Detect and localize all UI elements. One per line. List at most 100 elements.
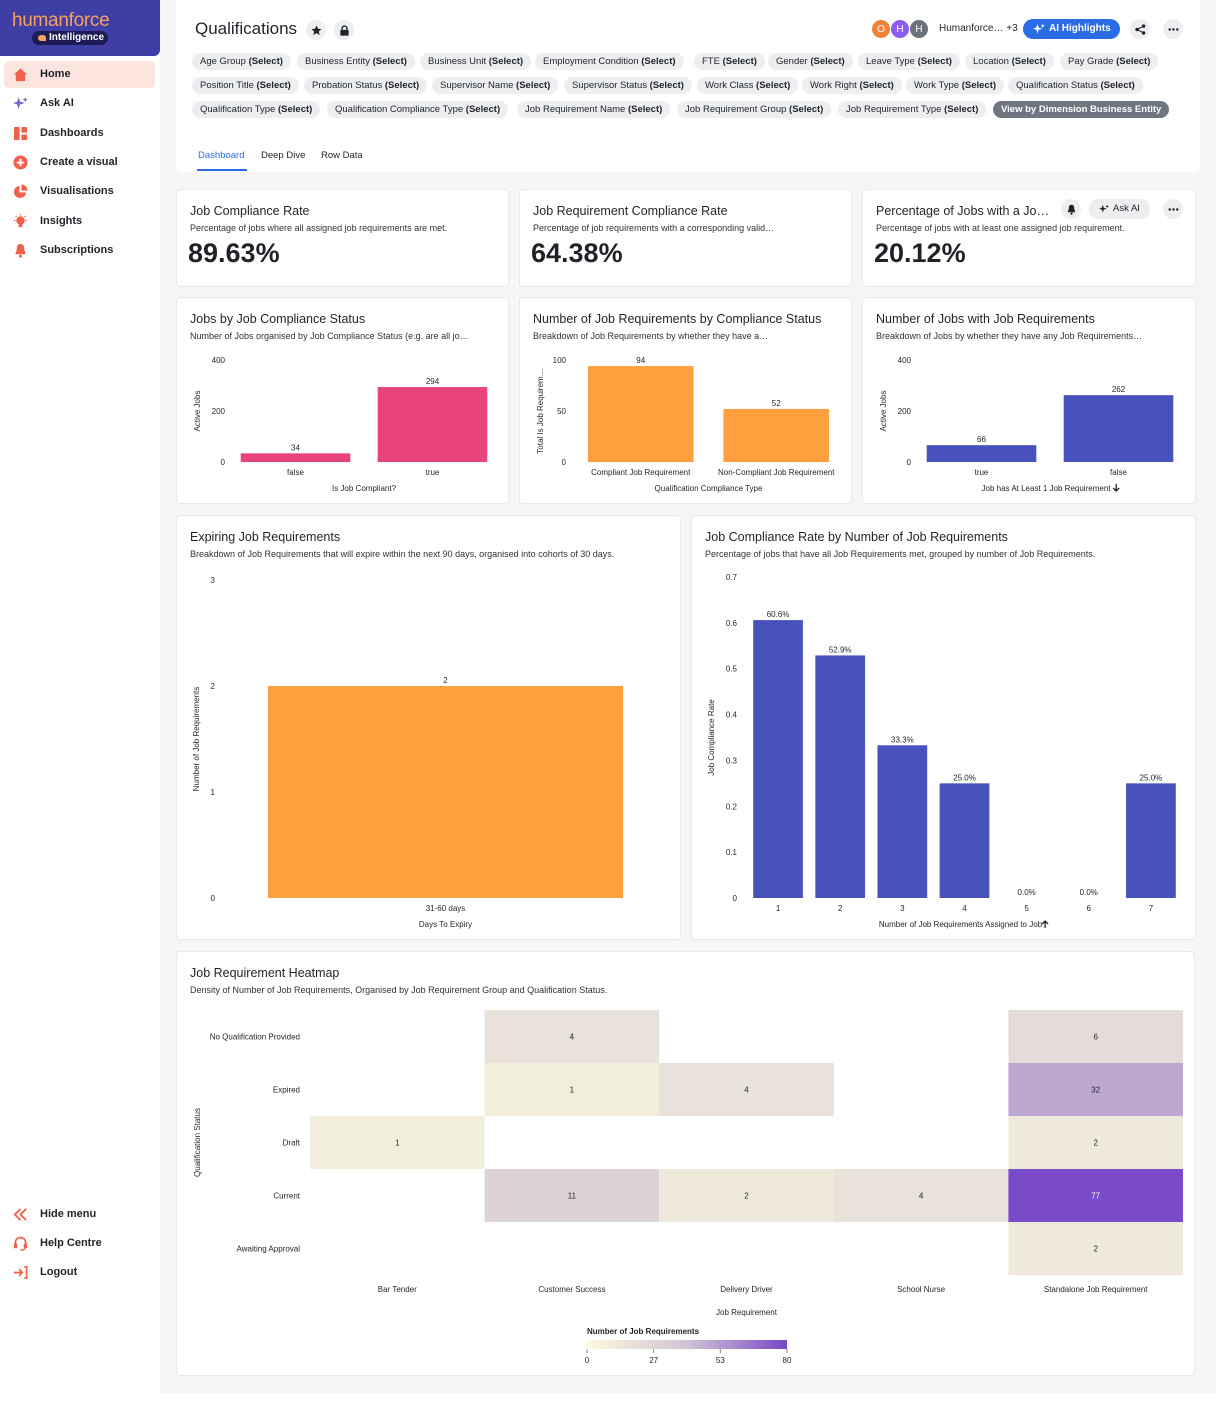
- brand-product-badge: Intelligence: [32, 31, 108, 45]
- y-tick-label: 1: [211, 788, 216, 797]
- avatar[interactable]: O: [871, 19, 891, 39]
- nav-help-centre[interactable]: Help Centre: [4, 1230, 155, 1257]
- tab-deep-dive[interactable]: Deep Dive: [261, 150, 306, 161]
- brand-name: humanforce: [12, 10, 110, 31]
- filter-chip[interactable]: Position Title (Select): [192, 77, 299, 94]
- heatmap-cell: [484, 1010, 660, 1063]
- bar: [939, 783, 990, 898]
- y-tick-label: 0.3: [726, 756, 738, 765]
- filter-chip[interactable]: Job Requirement Group (Select): [677, 101, 832, 118]
- chart-card-requirements-by-compliance[interactable]: Number of Job Requirements by Compliance…: [519, 297, 852, 504]
- bar: [1063, 395, 1174, 462]
- avatar[interactable]: H: [890, 19, 910, 39]
- filter-chip[interactable]: Pay Grade (Select): [1060, 53, 1159, 70]
- bar: [877, 745, 928, 898]
- filter-chip[interactable]: Job Requirement Type (Select): [838, 101, 987, 118]
- x-axis-label: Is Job Compliant?: [332, 484, 397, 493]
- y-tick-label: 200: [212, 407, 226, 416]
- filter-chip[interactable]: Leave Type (Select): [858, 53, 960, 70]
- legend-tick-label: 0: [585, 1356, 590, 1365]
- filter-chip[interactable]: Work Class (Select): [697, 77, 799, 94]
- kpi-subtitle: Percentage of jobs where all assigned jo…: [190, 223, 448, 233]
- sort-ascending-icon: [1041, 920, 1049, 928]
- filter-chip[interactable]: FTE (Select): [694, 53, 765, 70]
- cell-label: 4: [919, 1192, 924, 1201]
- filter-chip[interactable]: Work Type (Select): [906, 77, 1005, 94]
- chart-card-compliance-by-requirement-count[interactable]: Job Compliance Rate by Number of Job Req…: [691, 515, 1196, 940]
- data-label: 33.3%: [891, 735, 914, 744]
- chart-title: Jobs by Job Compliance Status: [190, 312, 366, 326]
- filter-chip[interactable]: Business Unit (Select): [420, 53, 532, 70]
- sort-descending-icon: [1112, 484, 1120, 492]
- ask-ai-button[interactable]: Ask AI: [1089, 199, 1150, 219]
- ai-highlights-label: AI Highlights: [1049, 23, 1111, 34]
- nav-logout[interactable]: Logout: [4, 1259, 155, 1286]
- tab-row-data[interactable]: Row Data: [321, 150, 363, 161]
- brand-logo[interactable]: humanforce Intelligence: [0, 0, 160, 56]
- more-options-button[interactable]: [1163, 19, 1183, 39]
- y-tick-label: 0.5: [726, 665, 738, 674]
- filter-chip[interactable]: Probation Status (Select): [304, 77, 428, 94]
- nav-hide-menu[interactable]: Hide menu: [4, 1201, 155, 1228]
- x-tick-label: Non-Compliant Job Requirement: [718, 468, 835, 477]
- chart-card-heatmap[interactable]: Job Requirement Heatmap Density of Numbe…: [176, 951, 1195, 1376]
- chart-card-expiring-requirements[interactable]: Expiring Job Requirements Breakdown of J…: [176, 515, 681, 940]
- owners-label[interactable]: Humanforce… +3: [939, 23, 1018, 34]
- y-tick-label: Draft: [283, 1139, 301, 1148]
- filter-chip[interactable]: Employment Condition (Select): [535, 53, 684, 70]
- nav-ask-ai[interactable]: Ask AI: [4, 90, 155, 117]
- sparkle-icon: [1033, 23, 1045, 34]
- ai-highlights-button[interactable]: AI Highlights: [1023, 19, 1120, 39]
- data-label: 294: [426, 377, 440, 386]
- tab-dashboard[interactable]: Dashboard: [198, 150, 245, 161]
- chart-card-jobs-with-requirements[interactable]: Number of Jobs with Job Requirements Bre…: [862, 297, 1196, 504]
- nav-home[interactable]: Home: [4, 61, 155, 88]
- kpi-title: Percentage of Jobs with a Jo…: [876, 204, 1050, 218]
- kpi-card-job-requirement-compliance-rate[interactable]: Job Requirement Compliance Rate Percenta…: [519, 189, 852, 287]
- nav-hide-menu-label: Hide menu: [40, 1208, 97, 1220]
- kpi-card-job-compliance-rate[interactable]: Job Compliance Rate Percentage of jobs w…: [176, 189, 509, 287]
- favourite-button[interactable]: [306, 20, 326, 40]
- chart-subtitle: Percentage of jobs that have all Job Req…: [705, 549, 1096, 559]
- filter-chip[interactable]: Qualification Compliance Type (Select): [327, 101, 509, 118]
- filter-chip[interactable]: Business Entity (Select): [297, 53, 415, 70]
- lock-button[interactable]: [334, 20, 354, 40]
- cell-label: 4: [744, 1086, 749, 1095]
- heatmap-cell: [1008, 1169, 1183, 1222]
- chart-card-jobs-by-compliance[interactable]: Jobs by Job Compliance Status Number of …: [176, 297, 509, 504]
- more-options-button[interactable]: [1163, 199, 1183, 219]
- kpi-title: Job Requirement Compliance Rate: [533, 204, 728, 218]
- nav-dashboards[interactable]: Dashboards: [4, 120, 155, 147]
- view-by-dimension-button[interactable]: View by Dimension Business Entity: [993, 101, 1170, 118]
- plus-circle-icon: [13, 155, 28, 170]
- filter-chip[interactable]: Qualification Type (Select): [192, 101, 321, 118]
- filter-chip[interactable]: Gender (Select): [768, 53, 853, 70]
- nav-dashboards-label: Dashboards: [40, 127, 104, 139]
- y-tick-label: 3: [211, 576, 216, 585]
- filter-chip[interactable]: Qualification Status (Select): [1008, 77, 1143, 94]
- x-tick-label: 2: [838, 904, 843, 913]
- x-axis-label: Job Requirement: [716, 1308, 778, 1317]
- nav-insights[interactable]: Insights: [4, 208, 155, 235]
- alert-button[interactable]: [1061, 199, 1081, 219]
- heatmap-cell: [659, 1169, 834, 1222]
- x-tick-label: 6: [1087, 904, 1092, 913]
- filter-chip[interactable]: Location (Select): [965, 53, 1054, 70]
- filter-chip[interactable]: Job Requirement Name (Select): [517, 101, 671, 118]
- share-button[interactable]: [1130, 19, 1150, 39]
- heatmap-cell: [833, 1169, 1009, 1222]
- x-tick-label: School Nurse: [897, 1285, 946, 1294]
- filter-chip[interactable]: Age Group (Select): [192, 53, 291, 70]
- filter-chip[interactable]: Supervisor Name (Select): [432, 77, 559, 94]
- y-axis-label: Qualification Status: [193, 1108, 202, 1177]
- filter-chip[interactable]: Supervisor Status (Select): [564, 77, 692, 94]
- data-label: 66: [977, 435, 986, 444]
- nav-create-visual[interactable]: Create a visual: [4, 149, 155, 176]
- avatar[interactable]: H: [909, 19, 929, 39]
- y-tick-label: 0: [907, 458, 912, 467]
- nav-subscriptions[interactable]: Subscriptions: [4, 237, 155, 264]
- x-tick-label: true: [975, 468, 989, 477]
- kpi-card-jobs-with-requirement[interactable]: Percentage of Jobs with a Jo… Percentage…: [862, 189, 1196, 287]
- filter-chip[interactable]: Work Right (Select): [802, 77, 902, 94]
- nav-visualisations[interactable]: Visualisations: [4, 178, 155, 205]
